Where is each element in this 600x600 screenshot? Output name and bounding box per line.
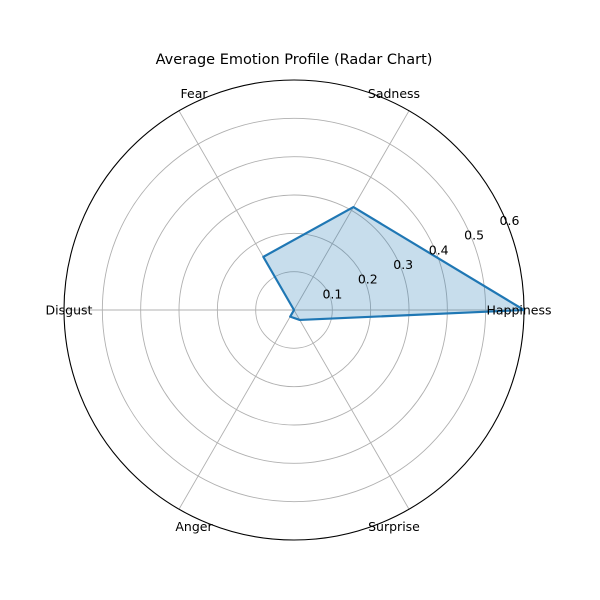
chart-title: Average Emotion Profile (Radar Chart) bbox=[156, 52, 433, 68]
category-label-surprise: Surprise bbox=[368, 519, 420, 534]
radial-tick-label: 0.4 bbox=[429, 242, 449, 257]
spoke-line bbox=[178, 309, 295, 510]
category-label-happiness: Happiness bbox=[486, 303, 551, 318]
category-label-fear: Fear bbox=[181, 86, 209, 101]
category-label-sadness: Sadness bbox=[368, 86, 420, 101]
category-label-disgust: Disgust bbox=[46, 303, 93, 318]
category-labels: Happiness Sadness Fear Disgust Anger Surprise bbox=[46, 86, 552, 534]
category-label-anger: Anger bbox=[175, 519, 213, 534]
spoke-line bbox=[293, 309, 410, 510]
radar-series bbox=[262, 205, 526, 322]
radial-tick-labels: 0.1 0.2 0.3 0.4 0.5 0.6 bbox=[322, 213, 519, 301]
radial-tick-label: 0.3 bbox=[393, 257, 413, 272]
radial-tick-label: 0.5 bbox=[464, 228, 484, 243]
series-area bbox=[263, 207, 524, 320]
series-line bbox=[262, 205, 526, 322]
spoke-line bbox=[293, 110, 410, 311]
radar-grid bbox=[63, 79, 525, 541]
radial-tick-label: 0.6 bbox=[500, 213, 520, 228]
radial-tick-label: 0.2 bbox=[358, 272, 378, 287]
radial-tick-label: 0.1 bbox=[322, 286, 342, 301]
